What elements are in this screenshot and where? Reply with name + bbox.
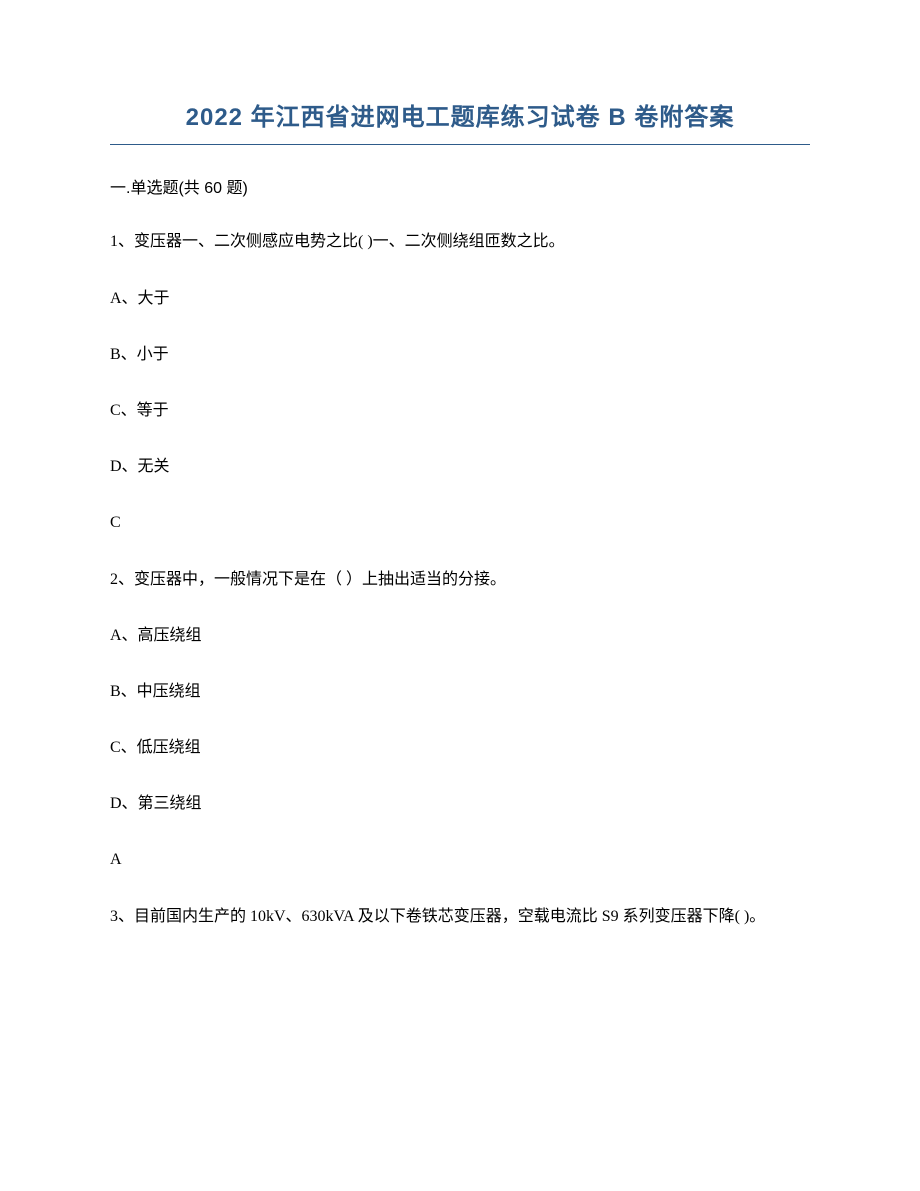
question-3-text: 3、目前国内生产的 10kV、630kVA 及以下卷铁芯变压器，空载电流比 S9… [110,904,810,930]
question-1-option-c: C、等于 [110,399,810,423]
document-title: 2022 年江西省进网电工题库练习试卷 B 卷附答案 [110,100,810,136]
question-1-text: 1、变压器一、二次侧感应电势之比( )一、二次侧绕组匝数之比。 [110,229,810,255]
question-1-option-b: B、小于 [110,343,810,367]
question-1-option-d: D、无关 [110,455,810,479]
section-header: 一.单选题(共 60 题) [110,177,810,201]
question-2-option-d: D、第三绕组 [110,792,810,816]
question-2-answer: A [110,848,810,872]
question-1-option-a: A、大于 [110,287,810,311]
question-2-option-b: B、中压绕组 [110,680,810,704]
title-underline [110,144,810,145]
question-2-text: 2、变压器中，一般情况下是在（ ）上抽出适当的分接。 [110,567,810,593]
question-2-option-a: A、高压绕组 [110,624,810,648]
question-1-answer: C [110,511,810,535]
question-2-option-c: C、低压绕组 [110,736,810,760]
